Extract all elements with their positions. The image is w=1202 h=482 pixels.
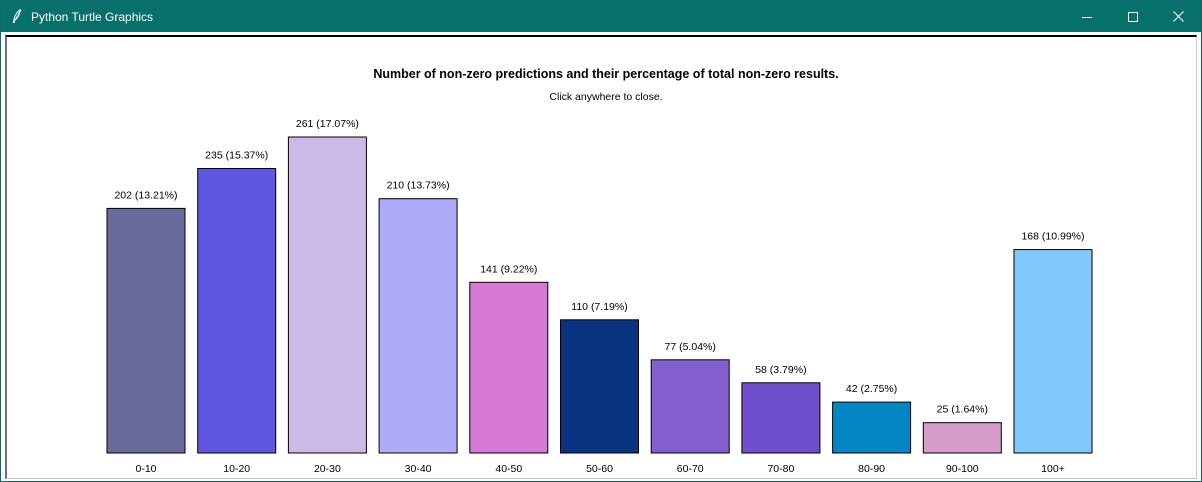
bar-90-100	[922, 422, 1002, 454]
close-button[interactable]	[1155, 1, 1201, 32]
bar-100+	[1013, 249, 1093, 454]
close-icon	[1172, 11, 1184, 22]
bar-40-50	[469, 281, 549, 454]
title-bar[interactable]: Python Turtle Graphics	[1, 1, 1201, 32]
bar-data-label: 58 (3.79%)	[755, 364, 806, 376]
x-tick-label: 60-70	[677, 463, 704, 475]
x-tick-label: 10-20	[223, 463, 250, 475]
bar-10-20	[197, 168, 277, 454]
bar-0-10	[106, 207, 186, 454]
maximize-button[interactable]	[1110, 1, 1156, 32]
bar-data-label: 235 (15.37%)	[205, 150, 268, 162]
bar-data-label: 110 (7.19%)	[571, 301, 627, 313]
turtle-canvas[interactable]: Number of non-zero predictions and their…	[5, 35, 1197, 479]
bar-data-label: 202 (13.21%)	[114, 189, 177, 201]
x-tick-label: 100+	[1041, 463, 1065, 475]
x-tick-label: 0-10	[135, 463, 156, 475]
x-tick-label: 50-60	[586, 463, 613, 475]
bar-80-90	[832, 401, 912, 454]
minimize-button[interactable]	[1064, 1, 1110, 32]
bar-data-label: 25 (1.64%)	[937, 404, 988, 416]
bar-60-70	[650, 359, 730, 454]
chart-subtitle: Click anywhere to close.	[549, 91, 662, 103]
x-tick-label: 40-50	[495, 463, 522, 475]
bar-20-30	[287, 136, 367, 454]
bar-chart: Number of non-zero predictions and their…	[106, 67, 1093, 475]
maximize-icon	[1128, 11, 1138, 22]
x-tick-label: 70-80	[767, 463, 794, 475]
x-tick-label: 90-100	[946, 463, 979, 475]
bar-30-40	[378, 198, 458, 454]
x-tick-label: 30-40	[405, 463, 432, 475]
minimize-icon	[1082, 12, 1092, 22]
bar-data-label: 210 (13.73%)	[387, 180, 450, 192]
window-title: Python Turtle Graphics	[31, 10, 154, 24]
bar-data-label: 141 (9.22%)	[480, 263, 537, 275]
bar-data-label: 42 (2.75%)	[846, 383, 897, 395]
bar-50-60	[560, 319, 639, 454]
x-tick-label: 80-90	[858, 463, 885, 475]
chart-title: Number of non-zero predictions and their…	[373, 67, 838, 81]
bar-data-label: 168 (10.99%)	[1021, 231, 1084, 243]
feather-pen-icon	[12, 8, 22, 23]
x-tick-label: 20-30	[314, 463, 341, 475]
bar-data-label: 261 (17.07%)	[296, 118, 359, 130]
bar-data-label: 77 (5.04%)	[665, 341, 716, 353]
bar-70-80	[741, 382, 821, 454]
